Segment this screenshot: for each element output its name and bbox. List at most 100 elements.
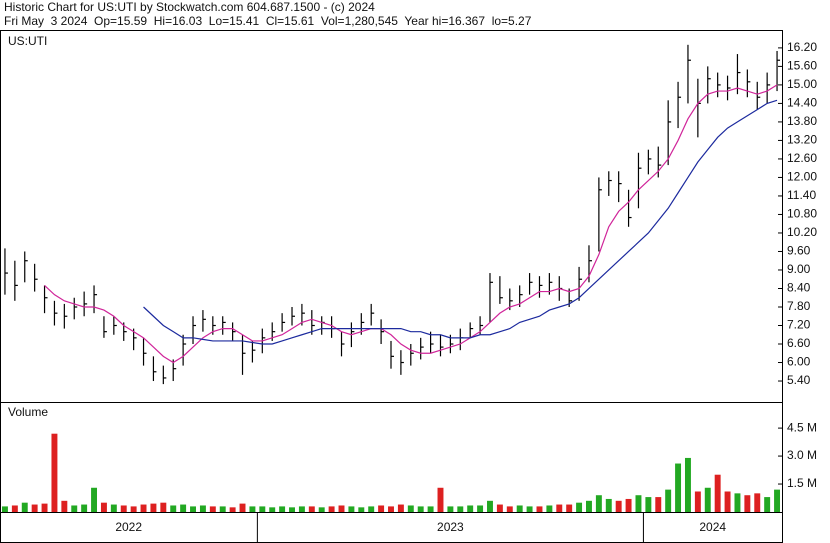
volume-bar <box>249 506 256 512</box>
volume-bar <box>586 500 592 512</box>
volume-bar <box>328 506 335 512</box>
volume-bar <box>734 493 741 512</box>
y-tick-label: 9.60 <box>787 244 811 258</box>
y-tick-label: 12.00 <box>787 170 817 184</box>
y-tick-label: 13.20 <box>787 133 817 147</box>
volume-bar <box>437 487 444 512</box>
y-tick-label: 10.20 <box>787 225 817 239</box>
volume-bar <box>615 500 622 512</box>
volume-bar <box>140 504 147 512</box>
volume-bar <box>180 504 187 512</box>
volume-bar <box>100 502 107 512</box>
volume-tick-label: 3.0 M <box>787 448 817 462</box>
volume-bar <box>308 506 315 512</box>
volume-bar <box>209 506 216 512</box>
volume-bar <box>11 505 18 512</box>
volume-bar <box>269 507 276 512</box>
moving-average <box>44 84 778 364</box>
volume-bar <box>81 504 88 512</box>
volume-bar <box>764 497 771 512</box>
volume-bar <box>477 505 484 512</box>
x-tick-label: 2022 <box>115 520 142 534</box>
volume-bar <box>150 503 157 512</box>
volume-bar <box>120 505 127 512</box>
y-tick-label: 16.20 <box>787 40 817 54</box>
volume-bar <box>338 505 345 512</box>
volume-bar <box>417 506 424 512</box>
volume-bar <box>447 506 454 512</box>
volume-bar <box>625 498 632 512</box>
volume-bar <box>665 489 672 512</box>
volume-bar <box>457 506 464 512</box>
volume-bar <box>566 504 573 512</box>
volume-bar <box>71 505 78 512</box>
volume-bar <box>219 506 226 512</box>
volume-bar <box>378 505 385 512</box>
volume-bar <box>31 504 38 512</box>
volume-bar <box>546 505 553 512</box>
chart-title: Historic Chart for US:UTI by Stockwatch.… <box>4 0 375 14</box>
volume-bar <box>576 502 583 512</box>
volume-bar <box>714 474 721 512</box>
volume-bar <box>506 506 513 512</box>
chart-subtitle: Fri May 3 2024 Op=15.59 Hi=16.03 Lo=15.4… <box>4 14 532 28</box>
moving-average <box>143 99 778 345</box>
volume-bar <box>724 491 731 512</box>
volume-tick-label: 1.5 M <box>787 476 817 490</box>
y-tick-label: 6.60 <box>787 336 811 350</box>
y-tick-label: 11.40 <box>787 188 816 202</box>
volume-bar <box>744 495 751 512</box>
volume-bar <box>298 506 305 512</box>
volume-bar <box>130 506 137 512</box>
volume-bar <box>605 498 612 512</box>
volume-bar <box>239 503 246 512</box>
volume-bar <box>536 506 543 512</box>
volume-bar <box>427 506 434 512</box>
volume-bar <box>289 507 295 512</box>
volume-bar <box>407 505 414 512</box>
y-tick-label: 5.40 <box>787 373 811 387</box>
volume-bar <box>694 491 701 512</box>
y-tick-label: 15.00 <box>787 77 817 91</box>
volume-bar <box>675 463 682 512</box>
volume-bar <box>388 506 394 512</box>
volume-bar <box>496 504 503 512</box>
volume-bar <box>199 505 206 512</box>
volume-bar <box>318 507 325 512</box>
volume-bar <box>397 504 404 512</box>
volume-bar <box>259 506 266 512</box>
symbol-label: US:UTI <box>8 34 47 48</box>
volume-bar <box>21 502 28 512</box>
y-tick-label: 10.80 <box>787 207 817 221</box>
volume-bar <box>190 506 196 512</box>
volume-bar <box>348 506 355 512</box>
volume-bar <box>754 493 761 512</box>
volume-bar <box>358 507 365 512</box>
volume-bar <box>41 503 48 512</box>
volume-tick-label: 4.5 M <box>787 420 817 434</box>
volume-bar <box>704 487 711 512</box>
volume-bar <box>110 504 117 512</box>
y-tick-label: 12.60 <box>787 151 817 165</box>
volume-bar <box>556 504 563 512</box>
y-tick-label: 7.20 <box>787 318 811 332</box>
volume-bar <box>684 457 691 512</box>
volume-bar <box>170 505 177 512</box>
volume-bar <box>51 433 58 512</box>
y-tick-label: 8.40 <box>787 281 811 295</box>
volume-bar <box>635 495 642 512</box>
y-tick-label: 6.00 <box>787 355 811 369</box>
volume-bar <box>279 506 286 512</box>
y-tick-label: 13.80 <box>787 114 817 128</box>
x-tick-label: 2023 <box>437 520 464 534</box>
volume-bar <box>655 497 662 512</box>
y-tick-label: 9.00 <box>787 262 811 276</box>
volume-bar <box>526 506 533 512</box>
volume-bar <box>160 502 167 512</box>
volume-bar <box>229 507 236 512</box>
volume-bar <box>516 505 523 512</box>
volume-bar <box>645 497 652 512</box>
volume-bar <box>91 487 98 512</box>
